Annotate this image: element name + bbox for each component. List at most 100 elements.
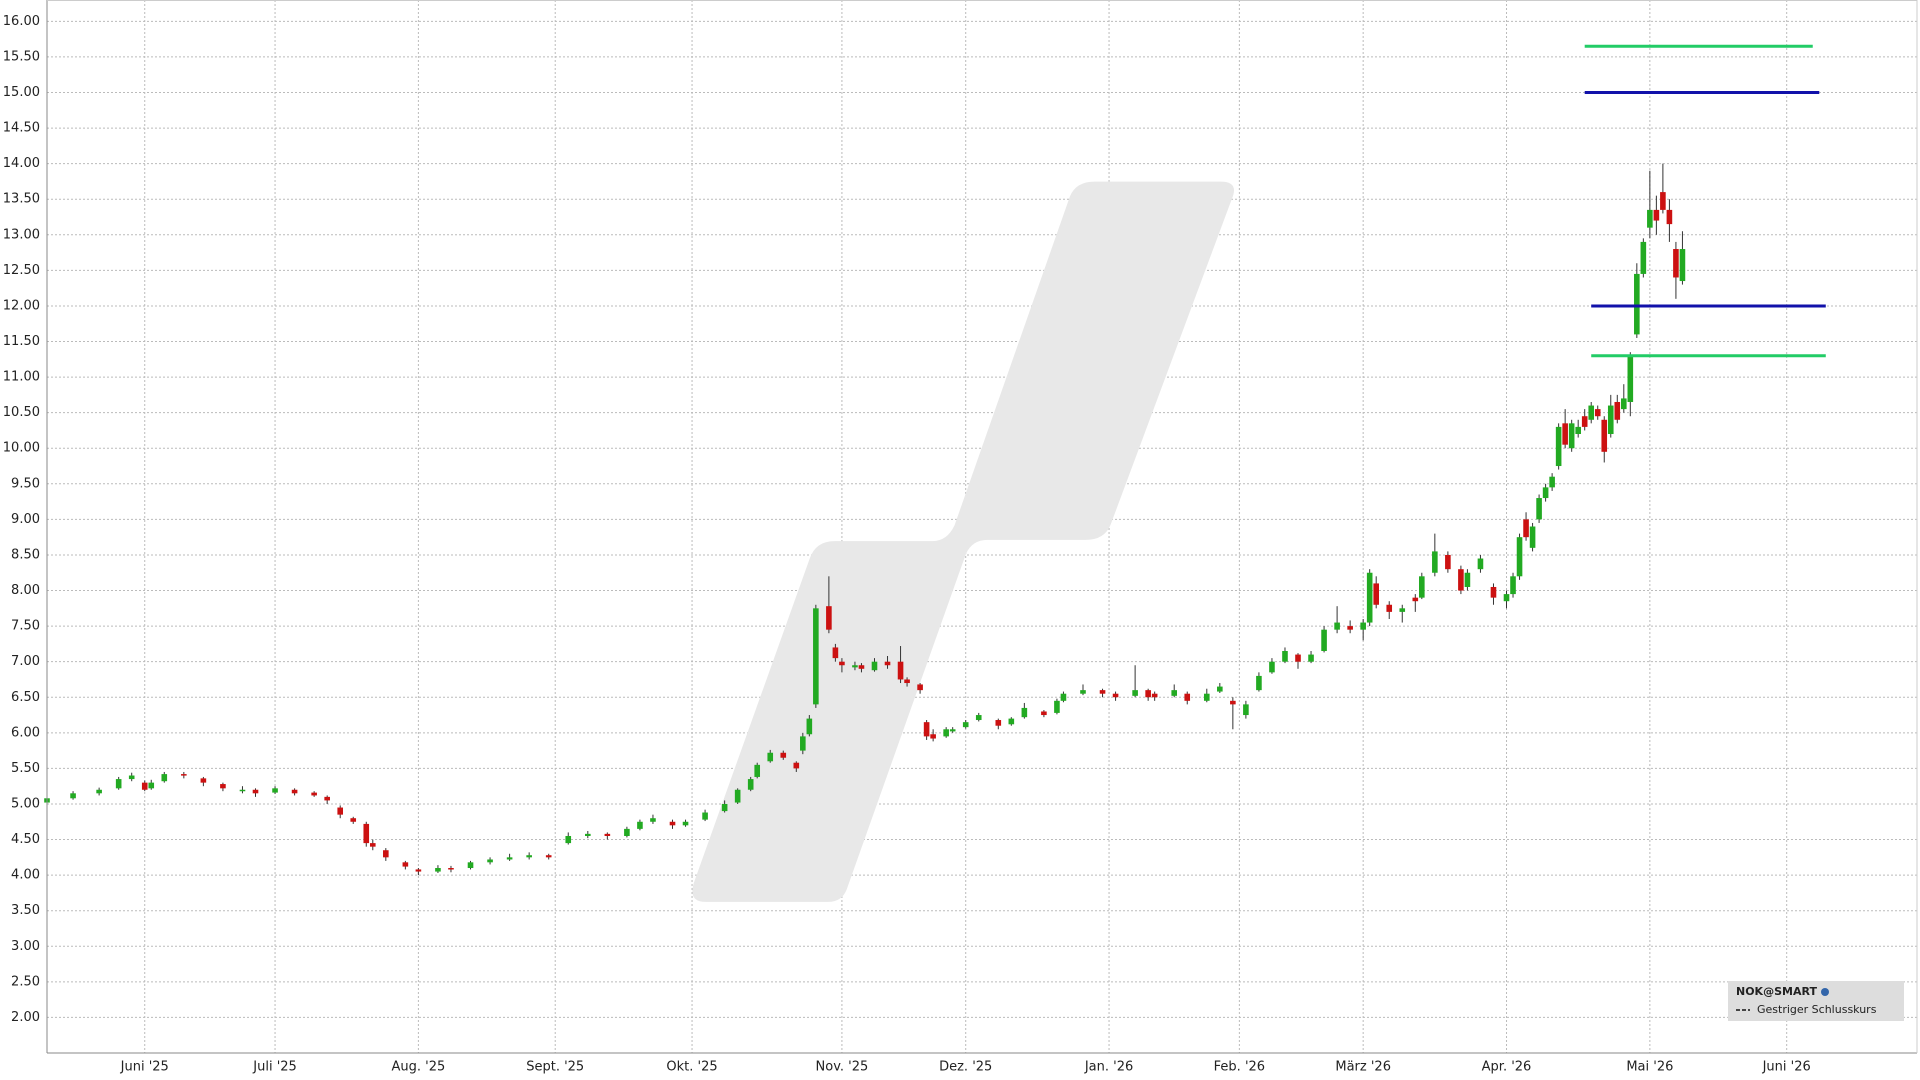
candle-body bbox=[624, 828, 630, 836]
candle-body bbox=[252, 789, 259, 794]
x-tick-label: Mai '26 bbox=[1626, 1060, 1673, 1075]
candle-body bbox=[1308, 654, 1314, 662]
candle-body bbox=[1099, 690, 1106, 694]
candle-body bbox=[324, 796, 330, 801]
candle-body bbox=[1516, 537, 1523, 577]
y-tick-label: 12.50 bbox=[3, 263, 40, 278]
y-tick-label: 5.00 bbox=[11, 796, 40, 811]
candle-body bbox=[702, 812, 708, 820]
candle-body bbox=[604, 833, 611, 836]
y-tick-label: 7.50 bbox=[11, 619, 40, 634]
y-tick-label: 13.00 bbox=[3, 227, 40, 242]
watermark bbox=[692, 181, 1235, 902]
candle-body bbox=[1614, 401, 1621, 420]
y-tick-label: 13.50 bbox=[3, 192, 40, 207]
y-tick-label: 10.50 bbox=[3, 405, 40, 420]
y-tick-label: 15.50 bbox=[3, 49, 40, 64]
candle-body bbox=[1529, 526, 1536, 548]
grid bbox=[47, 0, 1917, 1053]
candle-body bbox=[1653, 209, 1660, 221]
candle-body bbox=[1536, 498, 1542, 520]
candle-body bbox=[1588, 405, 1595, 420]
candle-body bbox=[767, 752, 774, 762]
candle-body bbox=[545, 855, 552, 858]
candle-body bbox=[852, 665, 858, 668]
candle-body bbox=[181, 774, 187, 776]
candle-body bbox=[148, 782, 155, 789]
candle-body bbox=[1184, 693, 1191, 701]
candle-body bbox=[369, 843, 376, 847]
candle-body bbox=[1432, 551, 1438, 573]
candle-body bbox=[721, 803, 728, 812]
candle-body bbox=[1542, 487, 1549, 499]
y-tick-label: 16.00 bbox=[3, 14, 40, 29]
candle-body bbox=[1568, 423, 1575, 449]
candle-body bbox=[1510, 576, 1516, 595]
candle-body bbox=[128, 775, 135, 780]
y-tick-label: 8.00 bbox=[11, 583, 40, 598]
watermark-logo bbox=[692, 181, 1235, 902]
candle-body bbox=[1620, 398, 1627, 410]
candle-body bbox=[1594, 409, 1601, 417]
candle-body bbox=[1634, 273, 1640, 335]
candle-body bbox=[1171, 690, 1178, 696]
candle-body bbox=[161, 774, 168, 782]
candle-body bbox=[1666, 209, 1673, 225]
candle-body bbox=[291, 789, 298, 794]
candle-body bbox=[1627, 355, 1634, 402]
candle-body bbox=[1230, 700, 1236, 705]
candle-body bbox=[839, 661, 845, 666]
legend-reference: Gestriger Schlusskurs bbox=[1757, 1003, 1877, 1016]
x-tick-label: Apr. '26 bbox=[1482, 1060, 1532, 1075]
candle-body bbox=[1503, 594, 1510, 602]
candle-body bbox=[506, 857, 513, 860]
candle-body bbox=[884, 661, 891, 666]
candle-body bbox=[995, 720, 1002, 726]
candle-body bbox=[1660, 192, 1666, 210]
candle-body bbox=[1562, 423, 1568, 445]
x-tick-label: Dez. '25 bbox=[939, 1060, 992, 1075]
x-tick-label: Aug. '25 bbox=[392, 1060, 446, 1075]
y-tick-label: 5.50 bbox=[11, 761, 40, 776]
x-tick-label: Okt. '25 bbox=[666, 1060, 717, 1075]
candle-body bbox=[200, 778, 207, 783]
candle-body bbox=[1295, 654, 1301, 662]
candle-body bbox=[1054, 700, 1060, 713]
candle-body bbox=[487, 859, 493, 863]
candle-body bbox=[1399, 608, 1406, 612]
candle-body bbox=[383, 850, 389, 858]
candle-body bbox=[1679, 249, 1686, 282]
y-tick-label: 2.50 bbox=[11, 974, 40, 989]
candle-body bbox=[813, 608, 819, 705]
candle-body bbox=[780, 752, 787, 758]
candle-body bbox=[1373, 583, 1379, 605]
plot bbox=[44, 44, 1826, 876]
candle-body bbox=[1112, 693, 1119, 698]
candle-body bbox=[311, 792, 317, 796]
candle-body bbox=[897, 661, 904, 680]
candle-body bbox=[1203, 693, 1210, 701]
candle-body bbox=[682, 821, 689, 826]
candle-body bbox=[1366, 572, 1373, 623]
y-tick-label: 3.50 bbox=[11, 903, 40, 918]
candle-body bbox=[1419, 576, 1425, 598]
y-tick-label: 2.00 bbox=[11, 1010, 40, 1025]
x-tick-label: Feb. '26 bbox=[1214, 1060, 1265, 1075]
candle-body bbox=[585, 833, 591, 836]
candle-body bbox=[1041, 711, 1047, 716]
candle-body bbox=[669, 821, 676, 826]
candle-body bbox=[949, 729, 956, 732]
candle-body bbox=[754, 764, 761, 777]
candle-body bbox=[1145, 690, 1151, 698]
candle-body bbox=[337, 807, 344, 815]
candle-body bbox=[1008, 718, 1015, 725]
candle-body bbox=[1269, 661, 1275, 673]
x-tick-label: Juni '25 bbox=[120, 1060, 169, 1075]
candle-body bbox=[1021, 707, 1028, 718]
candle-body bbox=[1523, 519, 1529, 538]
y-tick-label: 14.00 bbox=[3, 156, 40, 171]
candle-body bbox=[1445, 554, 1451, 570]
candle-body bbox=[1151, 693, 1158, 698]
x-tick-label: Sept. '25 bbox=[526, 1060, 584, 1075]
